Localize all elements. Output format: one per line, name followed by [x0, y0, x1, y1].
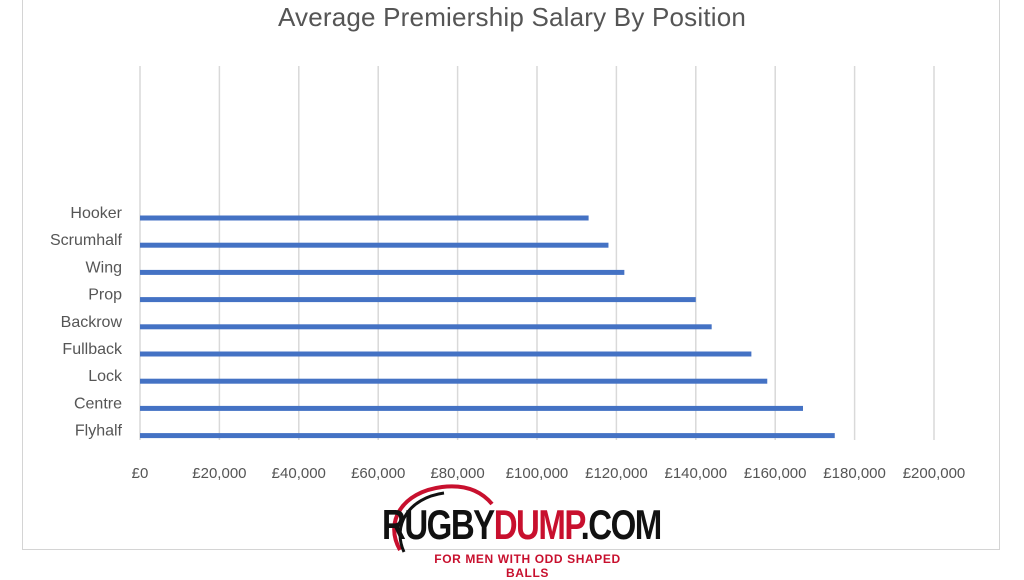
x-tick-label: £40,000	[272, 465, 326, 482]
rugbydump-logo: RUGBYDUMP.COM FOR MEN WITH ODD SHAPED BA…	[382, 482, 662, 580]
x-tick-label: £100,000	[506, 465, 569, 482]
bar-backrow	[140, 324, 712, 330]
y-category-label: Flyhalf	[75, 423, 123, 440]
x-tick-label: £180,000	[823, 465, 886, 482]
x-tick-label: £120,000	[585, 465, 648, 482]
x-tick-label: £200,000	[903, 465, 966, 482]
bar-lock	[140, 378, 768, 384]
x-tick-label: £160,000	[744, 465, 807, 482]
bar-flyhalf	[140, 433, 835, 439]
y-category-label: Centre	[74, 395, 122, 412]
y-category-label: Hooker	[70, 205, 122, 222]
y-category-label: Fullback	[62, 341, 123, 358]
y-category-label: Backrow	[61, 314, 123, 331]
x-tick-label: £20,000	[192, 465, 246, 482]
bar-centre	[140, 405, 803, 411]
y-category-label: Lock	[88, 368, 123, 385]
bar-fullback	[140, 351, 752, 357]
x-tick-label: £0	[132, 465, 149, 482]
y-category-label: Scrumhalf	[50, 232, 123, 249]
bar-prop	[140, 297, 696, 303]
y-category-label: Prop	[88, 287, 122, 304]
chart-frame	[22, 0, 1000, 550]
x-tick-label: £140,000	[665, 465, 728, 482]
x-tick-label: £80,000	[430, 465, 484, 482]
bar-scrumhalf	[140, 242, 609, 248]
logo-wordmark: RUGBYDUMP.COM	[382, 501, 662, 548]
x-tick-label: £60,000	[351, 465, 405, 482]
rugby-ball-swoosh-icon	[392, 484, 494, 553]
bar-hooker	[140, 215, 589, 221]
y-category-label: Wing	[86, 259, 122, 276]
chart-title: Average Premiership Salary By Position	[277, 2, 747, 32]
bar-wing	[140, 269, 625, 275]
